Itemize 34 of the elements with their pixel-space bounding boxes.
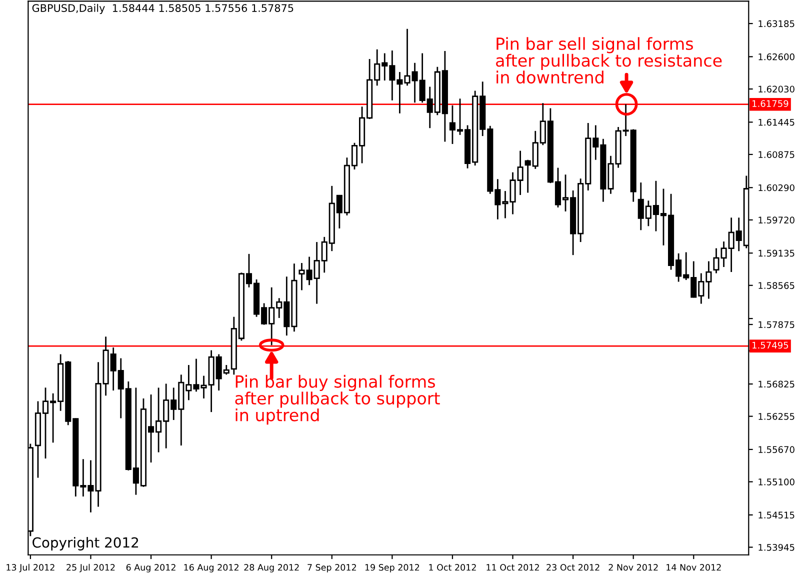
x-tick-label: 2 Nov 2012 <box>608 564 658 571</box>
y-tick-label: 1.58565 <box>758 282 794 289</box>
x-tick-label: 25 Jul 2012 <box>66 564 115 572</box>
chart-title: GBPUSD,Daily 1.58444 1.58505 1.57556 1.57875 <box>32 4 294 14</box>
y-tick-label: 1.63185 <box>758 20 794 28</box>
y-tick-label: 1.62600 <box>758 53 794 60</box>
y-tick-label: 1.59720 <box>758 216 794 224</box>
x-tick-label: 16 Aug 2012 <box>184 564 238 572</box>
annotation: Pin bar sell signal forms after pullback to resistance in downtrend <box>496 37 722 84</box>
x-tick-label: 14 Nov 2012 <box>666 564 721 571</box>
x-tick-label: 11 Oct 2012 <box>486 564 539 571</box>
y-tick-label: 1.53945 <box>758 544 794 551</box>
x-tick-label: 7 Sep 2012 <box>308 564 356 572</box>
y-tick-label: 1.55100 <box>758 478 794 486</box>
x-tick-label: 6 Aug 2012 <box>126 564 176 572</box>
ref-line-label: 1.61759 <box>752 100 788 107</box>
x-tick-label: 28 Aug 2012 <box>244 564 299 572</box>
annotation: Copyright 2012 <box>32 537 138 550</box>
x-tick-label: 23 Oct 2012 <box>546 564 600 571</box>
ref-line-label: 1.57495 <box>752 342 788 349</box>
y-tick-label: 1.61445 <box>758 118 794 126</box>
y-tick-label: 1.55670 <box>758 446 794 454</box>
x-tick-label: 19 Sep 2012 <box>365 564 420 572</box>
y-tick-label: 1.56825 <box>758 380 794 388</box>
y-tick-label: 1.60290 <box>758 184 794 192</box>
y-tick-label: 1.62030 <box>758 86 794 93</box>
y-tick-label: 1.59135 <box>758 250 794 257</box>
y-tick-label: 1.57875 <box>758 321 794 328</box>
annotation: Pin bar buy signal forms after pullback to support in uptrend <box>235 374 440 425</box>
x-tick-label: 13 Jul 2012 <box>6 564 54 572</box>
x-tick-label: 1 Oct 2012 <box>429 564 476 571</box>
y-tick-label: 1.56255 <box>758 413 794 420</box>
y-tick-label: 1.60875 <box>758 151 794 158</box>
y-tick-label: 1.54515 <box>758 512 794 518</box>
